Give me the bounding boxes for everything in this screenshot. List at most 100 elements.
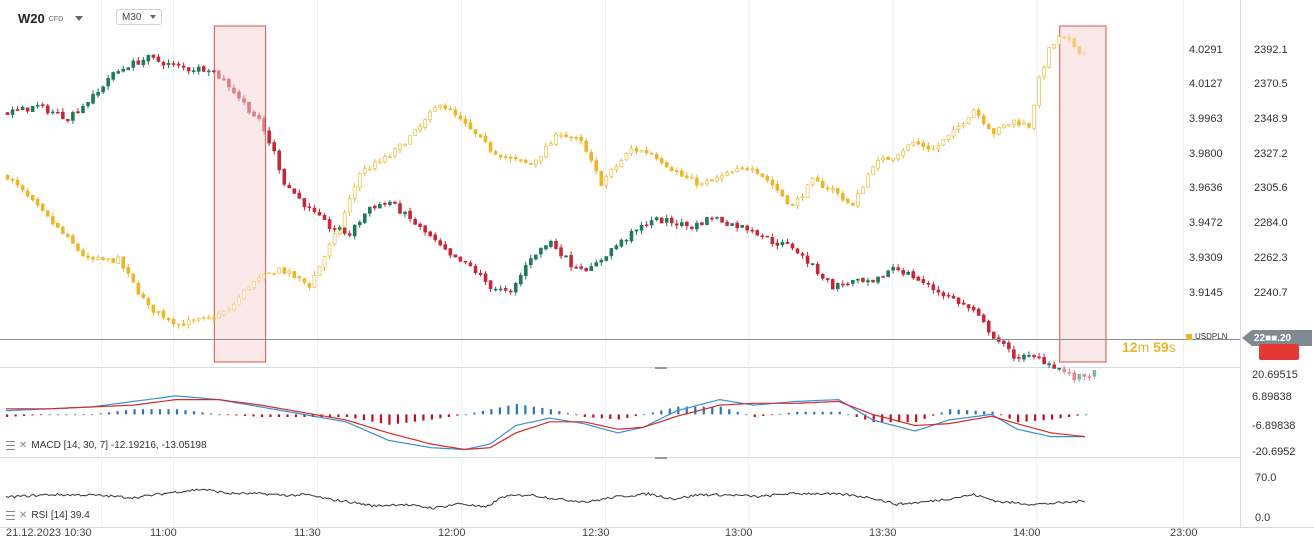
usdpln-series bbox=[5, 33, 1087, 329]
w20-candle bbox=[1077, 373, 1082, 382]
close-icon[interactable]: ✕ bbox=[19, 440, 28, 451]
macd-histogram-bar bbox=[133, 409, 136, 415]
menu-icon[interactable] bbox=[6, 441, 15, 450]
macd-histogram-bar bbox=[524, 405, 527, 415]
w20-candle bbox=[876, 276, 880, 285]
macd-histogram-bar bbox=[498, 407, 501, 415]
usdpln-candle bbox=[242, 288, 246, 301]
w20-candle bbox=[106, 74, 110, 90]
w20-candle bbox=[825, 278, 830, 283]
macd-histogram-bar bbox=[1076, 414, 1079, 416]
w20-candle bbox=[423, 225, 427, 236]
usdpln-candle bbox=[503, 153, 508, 160]
macd-histogram-bar bbox=[464, 414, 467, 416]
usdpln-candle bbox=[368, 165, 372, 171]
usdpln-candle bbox=[564, 131, 568, 138]
w20-tick-label: 4.0127 bbox=[1189, 78, 1223, 90]
usdpln-candle bbox=[342, 209, 347, 230]
w20-candle bbox=[584, 267, 588, 272]
w20-candle bbox=[217, 70, 221, 80]
usdpln-candle bbox=[1072, 36, 1077, 49]
w20-candle bbox=[307, 202, 312, 212]
w20-candle bbox=[941, 290, 946, 300]
w20-candle bbox=[428, 230, 432, 238]
macd-histogram-bar bbox=[957, 409, 960, 415]
macd-histogram-bar bbox=[983, 411, 986, 415]
macd-tick-label: 20.69515 bbox=[1252, 369, 1298, 381]
macd-histogram-bar bbox=[22, 414, 26, 416]
w20-candle bbox=[151, 54, 156, 60]
macd-histogram-bar bbox=[107, 412, 111, 415]
w20-candle bbox=[312, 204, 317, 214]
macd-signal-line bbox=[6, 399, 1086, 451]
usdpln-candle bbox=[820, 177, 825, 189]
macd-histogram-bar bbox=[609, 414, 612, 419]
macd-histogram-bar bbox=[575, 414, 578, 416]
w20-candle bbox=[292, 188, 297, 195]
w20-candle bbox=[272, 139, 276, 155]
w20-candle bbox=[911, 269, 916, 280]
usdpln-candle bbox=[15, 177, 20, 188]
macd-histogram-bar bbox=[379, 414, 383, 424]
usdpln-candle bbox=[222, 309, 226, 318]
w20-candle bbox=[222, 74, 226, 81]
usdpln-candle bbox=[876, 156, 880, 172]
w20-candle bbox=[1082, 373, 1087, 381]
usdpln-candle bbox=[307, 282, 312, 291]
macd-histogram-bar bbox=[1051, 414, 1054, 420]
w20-candle bbox=[946, 292, 951, 299]
usdpln-candle bbox=[986, 122, 991, 130]
usdpln-candle bbox=[534, 159, 538, 168]
usdpln-candle bbox=[186, 315, 191, 329]
w20-candle bbox=[740, 224, 744, 229]
w20-candle bbox=[710, 216, 714, 222]
macd-histogram-bar bbox=[634, 414, 637, 417]
w20-candle bbox=[257, 112, 261, 121]
w20-candle bbox=[991, 331, 996, 340]
w20-tick-label: 3.9472 bbox=[1189, 217, 1223, 229]
w20-candle bbox=[544, 245, 548, 251]
close-icon[interactable]: ✕ bbox=[19, 510, 28, 521]
w20-candle bbox=[785, 238, 790, 245]
symbol-selector[interactable]: W20 CFD bbox=[18, 9, 84, 27]
usdpln-candle bbox=[961, 122, 966, 129]
usdpln-candle bbox=[86, 252, 90, 261]
timeframe-dropdown[interactable]: M30 bbox=[116, 9, 162, 25]
time-axis-label: 23:00 bbox=[1170, 527, 1198, 539]
timeframe-label: M30 bbox=[122, 11, 142, 23]
w20-candle bbox=[846, 281, 850, 287]
w20-candle bbox=[35, 101, 40, 109]
usdpln-candle bbox=[1027, 122, 1031, 129]
w20-candle bbox=[554, 238, 558, 250]
w20-candle bbox=[1092, 369, 1097, 379]
usdpln-candle bbox=[629, 144, 634, 156]
w20-candle bbox=[961, 299, 966, 306]
w20-candle bbox=[669, 215, 674, 227]
usdpln-candle bbox=[176, 323, 181, 329]
w20-candle bbox=[176, 61, 181, 69]
usdpln-candle bbox=[589, 148, 594, 164]
macd-histogram-bar bbox=[736, 411, 739, 415]
w20-candle bbox=[790, 242, 795, 251]
usdpln-candle bbox=[468, 119, 473, 130]
w20-candle bbox=[337, 225, 342, 232]
usdpln-candle bbox=[403, 143, 407, 147]
w20-candle bbox=[45, 103, 50, 116]
usdpln-candle bbox=[483, 132, 488, 143]
usdpln-candle bbox=[322, 255, 327, 272]
macd-histogram-bar bbox=[303, 414, 306, 417]
usdpln-candle bbox=[488, 140, 493, 154]
macd-histogram-bar bbox=[1008, 414, 1011, 419]
macd-line bbox=[5, 395, 1085, 451]
chevron-down-icon[interactable] bbox=[75, 15, 84, 21]
w20-candle bbox=[1067, 368, 1072, 376]
rsi-label: RSI [14] 39.4 bbox=[31, 510, 90, 521]
usdpln-candle bbox=[196, 317, 201, 322]
usdpln-candle bbox=[549, 140, 553, 146]
usdpln-candle bbox=[710, 178, 714, 182]
symbol-name: W20 bbox=[18, 10, 45, 26]
w20-candle bbox=[1017, 353, 1021, 362]
menu-icon[interactable] bbox=[6, 511, 15, 520]
macd-histogram-bar bbox=[1034, 414, 1037, 421]
